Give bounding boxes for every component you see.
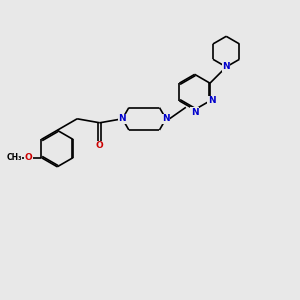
Text: O: O bbox=[24, 153, 32, 162]
Text: N: N bbox=[208, 96, 215, 105]
Text: CH₃: CH₃ bbox=[7, 153, 22, 162]
Text: N: N bbox=[162, 114, 170, 123]
Text: N: N bbox=[222, 62, 230, 71]
Text: N: N bbox=[191, 107, 199, 116]
Text: O: O bbox=[96, 141, 103, 150]
Text: N: N bbox=[118, 114, 126, 123]
